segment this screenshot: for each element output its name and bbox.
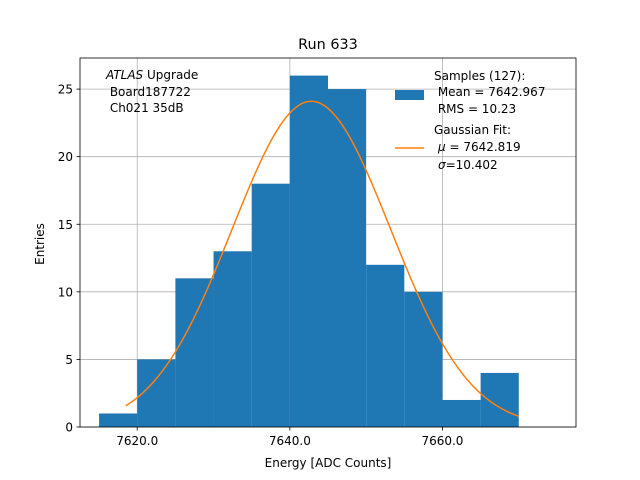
histogram-bars (99, 75, 519, 428)
gaussian-fit-curve (125, 100, 520, 417)
annotation-line-1: ATLAS Upgrade (105, 68, 198, 82)
y-tick-label-3: 15 (58, 218, 73, 232)
annotation-upgrade-text: Upgrade (143, 68, 198, 82)
legend-samples-line-3: RMS = 10.23 (434, 102, 516, 116)
legend-samples-swatch (395, 90, 424, 100)
annotation-atlas-italic: ATLAS (105, 68, 144, 82)
y-axis-label: Entries (33, 223, 47, 265)
x-tick-label-0: 7620.0 (116, 434, 158, 448)
legend-fit-mu-line: μ = 7642.819 (437, 140, 521, 154)
histogram-bar-3 (213, 251, 252, 427)
legend-mu-value: = 7642.819 (446, 140, 521, 154)
histogram-bar-5 (289, 75, 328, 428)
histogram-bar-2 (175, 278, 214, 427)
x-tick-label-2: 7660.0 (421, 434, 463, 448)
y-tick-label-5: 25 (58, 83, 73, 97)
annotation-line-3: Ch021 35dB (106, 101, 184, 115)
histogram-bar-9 (442, 399, 481, 427)
histogram-bar-0 (99, 413, 138, 427)
histogram-bar-4 (251, 183, 290, 427)
legend-fit-line-1: Gaussian Fit: (434, 123, 511, 137)
y-tick-label-4: 20 (58, 150, 73, 164)
legend-sigma-value: =10.402 (446, 158, 498, 172)
annotation-line-2: Board187722 (106, 85, 191, 99)
x-tick-label-1: 7640.0 (269, 434, 311, 448)
atlas-annotation: ATLAS Upgrade Board187722 Ch021 35dB (105, 68, 198, 115)
y-tick-label-1: 5 (65, 353, 73, 367)
plot-frame (79, 57, 577, 428)
legend-sigma-symbol: σ (438, 158, 446, 172)
histogram-bar-1 (137, 359, 176, 427)
legend-mu-symbol: μ (437, 140, 446, 154)
histogram-bar-8 (404, 291, 443, 427)
legend-fit-sigma-line: σ=10.402 (438, 158, 498, 172)
legend-samples-line-2: Mean = 7642.967 (434, 85, 545, 99)
x-axis-label: Energy [ADC Counts] (265, 456, 392, 470)
histogram-bar-10 (480, 372, 519, 427)
y-tick-label-0: 0 (65, 421, 73, 435)
gaussian-fit (125, 100, 520, 417)
histogram-bar-6 (328, 89, 367, 427)
legend: Samples (127): Mean = 7642.967 RMS = 10.… (395, 69, 545, 172)
axes: 7620.0 7640.0 7660.0 0 5 10 15 20 25 (58, 57, 577, 448)
histogram-bar-7 (366, 264, 405, 427)
legend-samples-line-1: Samples (127): (434, 69, 525, 83)
chart-title: Run 633 (298, 37, 358, 53)
y-tick-label-2: 10 (58, 285, 73, 299)
